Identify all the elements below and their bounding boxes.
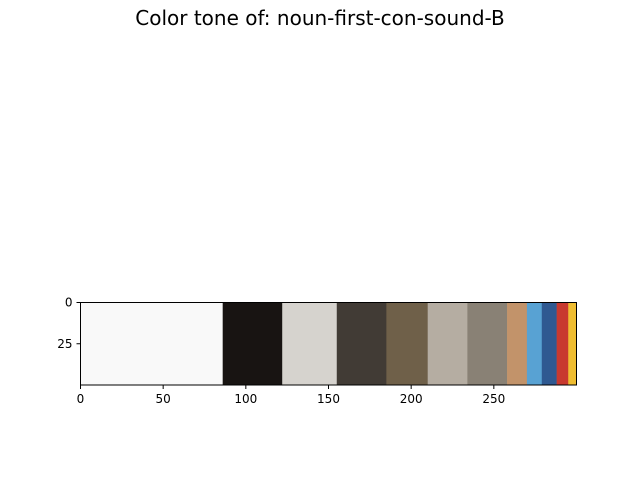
y-axis: 0 25 <box>57 296 81 351</box>
color-segment-9 <box>526 302 543 385</box>
x-axis: 0 50 100 150 200 250 <box>77 385 505 406</box>
color-segment-2 <box>222 302 283 385</box>
x-tick-label: 50 <box>156 392 171 406</box>
x-tick-label: 100 <box>234 392 257 406</box>
color-segment-8 <box>507 302 528 385</box>
x-tick-label: 150 <box>317 392 340 406</box>
y-tick-label: 25 <box>57 337 72 351</box>
chart-title: Color tone of: noun-first-con-sound-B <box>135 6 505 30</box>
color-segment-10 <box>541 302 557 385</box>
color-segment-4 <box>336 302 387 385</box>
x-tick-label: 0 <box>77 392 85 406</box>
color-segment-6 <box>427 302 468 385</box>
color-segment-7 <box>467 302 508 385</box>
x-tick-label: 200 <box>400 392 423 406</box>
color-segment-12 <box>568 302 577 385</box>
color-segments <box>80 302 577 385</box>
color-segment-1 <box>80 302 223 385</box>
color-segment-11 <box>556 302 569 385</box>
y-tick-label: 0 <box>65 296 73 310</box>
color-segment-5 <box>386 302 428 385</box>
x-tick-label: 250 <box>482 392 505 406</box>
color-segment-3 <box>282 302 338 385</box>
